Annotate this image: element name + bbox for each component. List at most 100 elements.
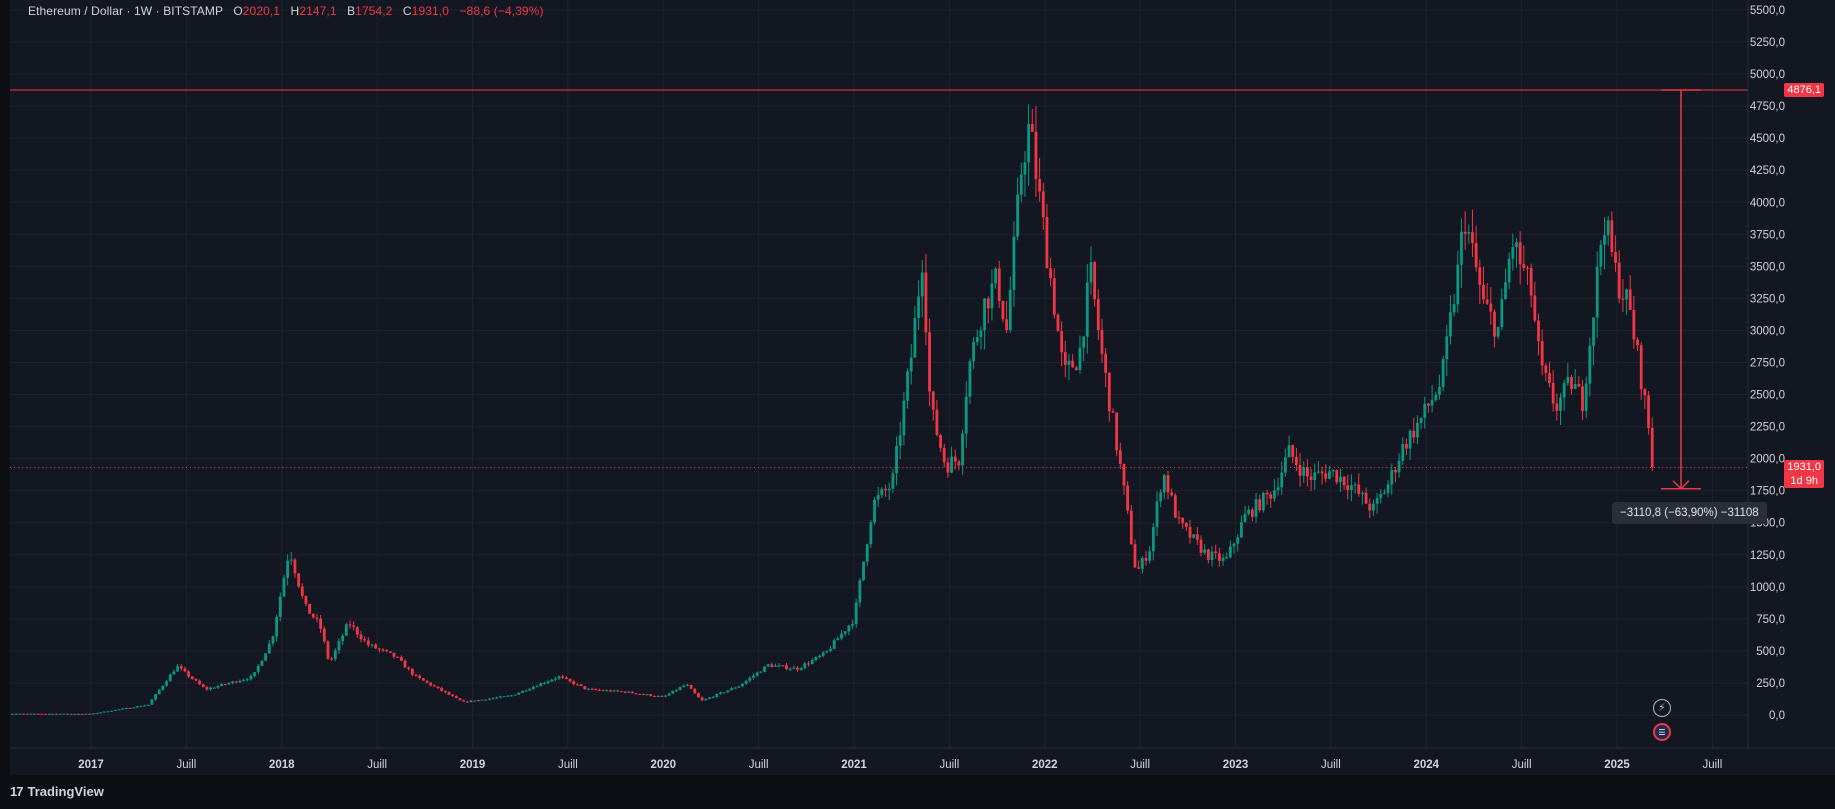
candle-down bbox=[572, 679, 576, 686]
candle-down bbox=[399, 655, 403, 662]
candle-down bbox=[1485, 283, 1489, 306]
candle-up bbox=[799, 667, 803, 671]
symbol-legend[interactable]: Ethereum / Dollar · 1W · BITSTAMP O2020,… bbox=[28, 4, 544, 18]
candle-up bbox=[722, 691, 726, 694]
candle-down bbox=[1269, 491, 1273, 508]
candle-up bbox=[480, 699, 484, 701]
candle-up bbox=[869, 519, 873, 548]
candle-up bbox=[983, 297, 986, 350]
candle-down bbox=[1122, 463, 1126, 495]
candle-up bbox=[1159, 489, 1163, 508]
candle-down bbox=[689, 684, 693, 689]
candle-down bbox=[407, 666, 411, 671]
candle-up bbox=[1228, 540, 1232, 559]
candle-down bbox=[1540, 329, 1544, 376]
price-tick-label: 2750,0 bbox=[1750, 358, 1785, 370]
candle-down bbox=[1617, 250, 1621, 304]
candle-up bbox=[256, 663, 260, 675]
candle-up bbox=[1203, 544, 1207, 555]
candle-down bbox=[355, 626, 359, 638]
price-tick-label: 1250,0 bbox=[1750, 550, 1785, 562]
candle-up bbox=[220, 683, 223, 687]
candle-up bbox=[880, 486, 884, 499]
candle-down bbox=[1581, 379, 1584, 421]
candle-down bbox=[616, 689, 620, 693]
time-tick-label: 2021 bbox=[841, 759, 867, 771]
candle-up bbox=[1456, 250, 1460, 313]
candle-down bbox=[565, 676, 568, 680]
candle-up bbox=[539, 682, 543, 687]
candle-up bbox=[645, 693, 649, 696]
candle-up bbox=[968, 358, 972, 405]
candle-up bbox=[370, 643, 374, 648]
candle-up bbox=[487, 697, 491, 701]
candle-up bbox=[898, 421, 902, 460]
time-tick-label: 2024 bbox=[1413, 759, 1439, 771]
candle-down bbox=[300, 583, 304, 599]
candle-down bbox=[1258, 494, 1262, 513]
open-value: 2020,1 bbox=[242, 4, 281, 18]
time-tick-label: 2019 bbox=[460, 759, 486, 771]
us-flag-icon[interactable]: ☰ bbox=[1653, 723, 1671, 741]
tradingview-brand[interactable]: 17 TradingView bbox=[10, 784, 104, 799]
candle-down bbox=[1137, 560, 1141, 569]
candle-up bbox=[227, 682, 231, 686]
candle-up bbox=[172, 669, 176, 675]
candle-up bbox=[341, 633, 345, 646]
candle-down bbox=[1482, 266, 1485, 304]
change-value: −88,6 (−4,39%) bbox=[459, 4, 544, 18]
candle-up bbox=[1254, 493, 1258, 524]
candle-down bbox=[590, 687, 594, 690]
candle-up bbox=[1606, 215, 1610, 246]
time-tick-label: 2017 bbox=[78, 759, 104, 771]
candle-down bbox=[198, 679, 201, 685]
candle-up bbox=[763, 666, 766, 673]
candle-up bbox=[1452, 293, 1456, 317]
candle-down bbox=[1107, 372, 1111, 422]
candle-down bbox=[697, 692, 700, 698]
candle-down bbox=[638, 693, 642, 696]
candle-up bbox=[825, 650, 829, 654]
candle-down bbox=[440, 686, 444, 692]
candle-up bbox=[1140, 556, 1144, 574]
candle-up bbox=[282, 574, 286, 598]
candle-down bbox=[1173, 492, 1177, 519]
candle-up bbox=[517, 692, 521, 695]
chart-pane[interactable]: 5500,0 5250,0 5000,0 4750,0 4500,0 4250,0 4000… bbox=[10, 0, 1835, 775]
candle-up bbox=[979, 326, 983, 350]
price-tick-label: 3750,0 bbox=[1750, 229, 1785, 241]
candle-down bbox=[190, 676, 194, 680]
candle-up bbox=[1515, 238, 1518, 268]
candle-down bbox=[1177, 510, 1181, 525]
candle-up bbox=[1225, 552, 1229, 560]
candle-down bbox=[40, 713, 44, 715]
candle-up bbox=[33, 713, 36, 715]
candle-down bbox=[1166, 470, 1170, 500]
candle-down bbox=[451, 693, 455, 697]
candle-up bbox=[1441, 355, 1445, 392]
candle-down bbox=[598, 688, 601, 691]
candle-up bbox=[605, 689, 609, 692]
candle-down bbox=[418, 674, 422, 680]
candle-down bbox=[1471, 209, 1474, 257]
candle-up bbox=[1162, 473, 1166, 500]
time-tick-label: Juill bbox=[558, 759, 578, 771]
candle-up bbox=[132, 707, 135, 709]
candle-down bbox=[388, 651, 392, 654]
price-tick-label: 5000,0 bbox=[1750, 69, 1785, 81]
candle-up bbox=[719, 691, 722, 695]
price-tick-label: 4500,0 bbox=[1750, 133, 1785, 145]
candle-down bbox=[381, 648, 385, 653]
candle-down bbox=[884, 484, 887, 497]
candle-up bbox=[498, 695, 502, 699]
candle-up bbox=[1280, 461, 1284, 495]
candle-down bbox=[319, 614, 323, 633]
candle-down bbox=[73, 713, 77, 715]
candle-down bbox=[579, 684, 583, 687]
price-chart[interactable]: 5500,0 5250,0 5000,0 4750,0 4500,0 4250,0 4000… bbox=[10, 0, 1835, 775]
candle-up bbox=[774, 663, 777, 667]
candle-down bbox=[931, 390, 935, 421]
lightning-icon[interactable]: ⚡ bbox=[1653, 699, 1671, 717]
candle-down bbox=[234, 680, 238, 684]
price-tick-label: 500,0 bbox=[1756, 646, 1785, 658]
